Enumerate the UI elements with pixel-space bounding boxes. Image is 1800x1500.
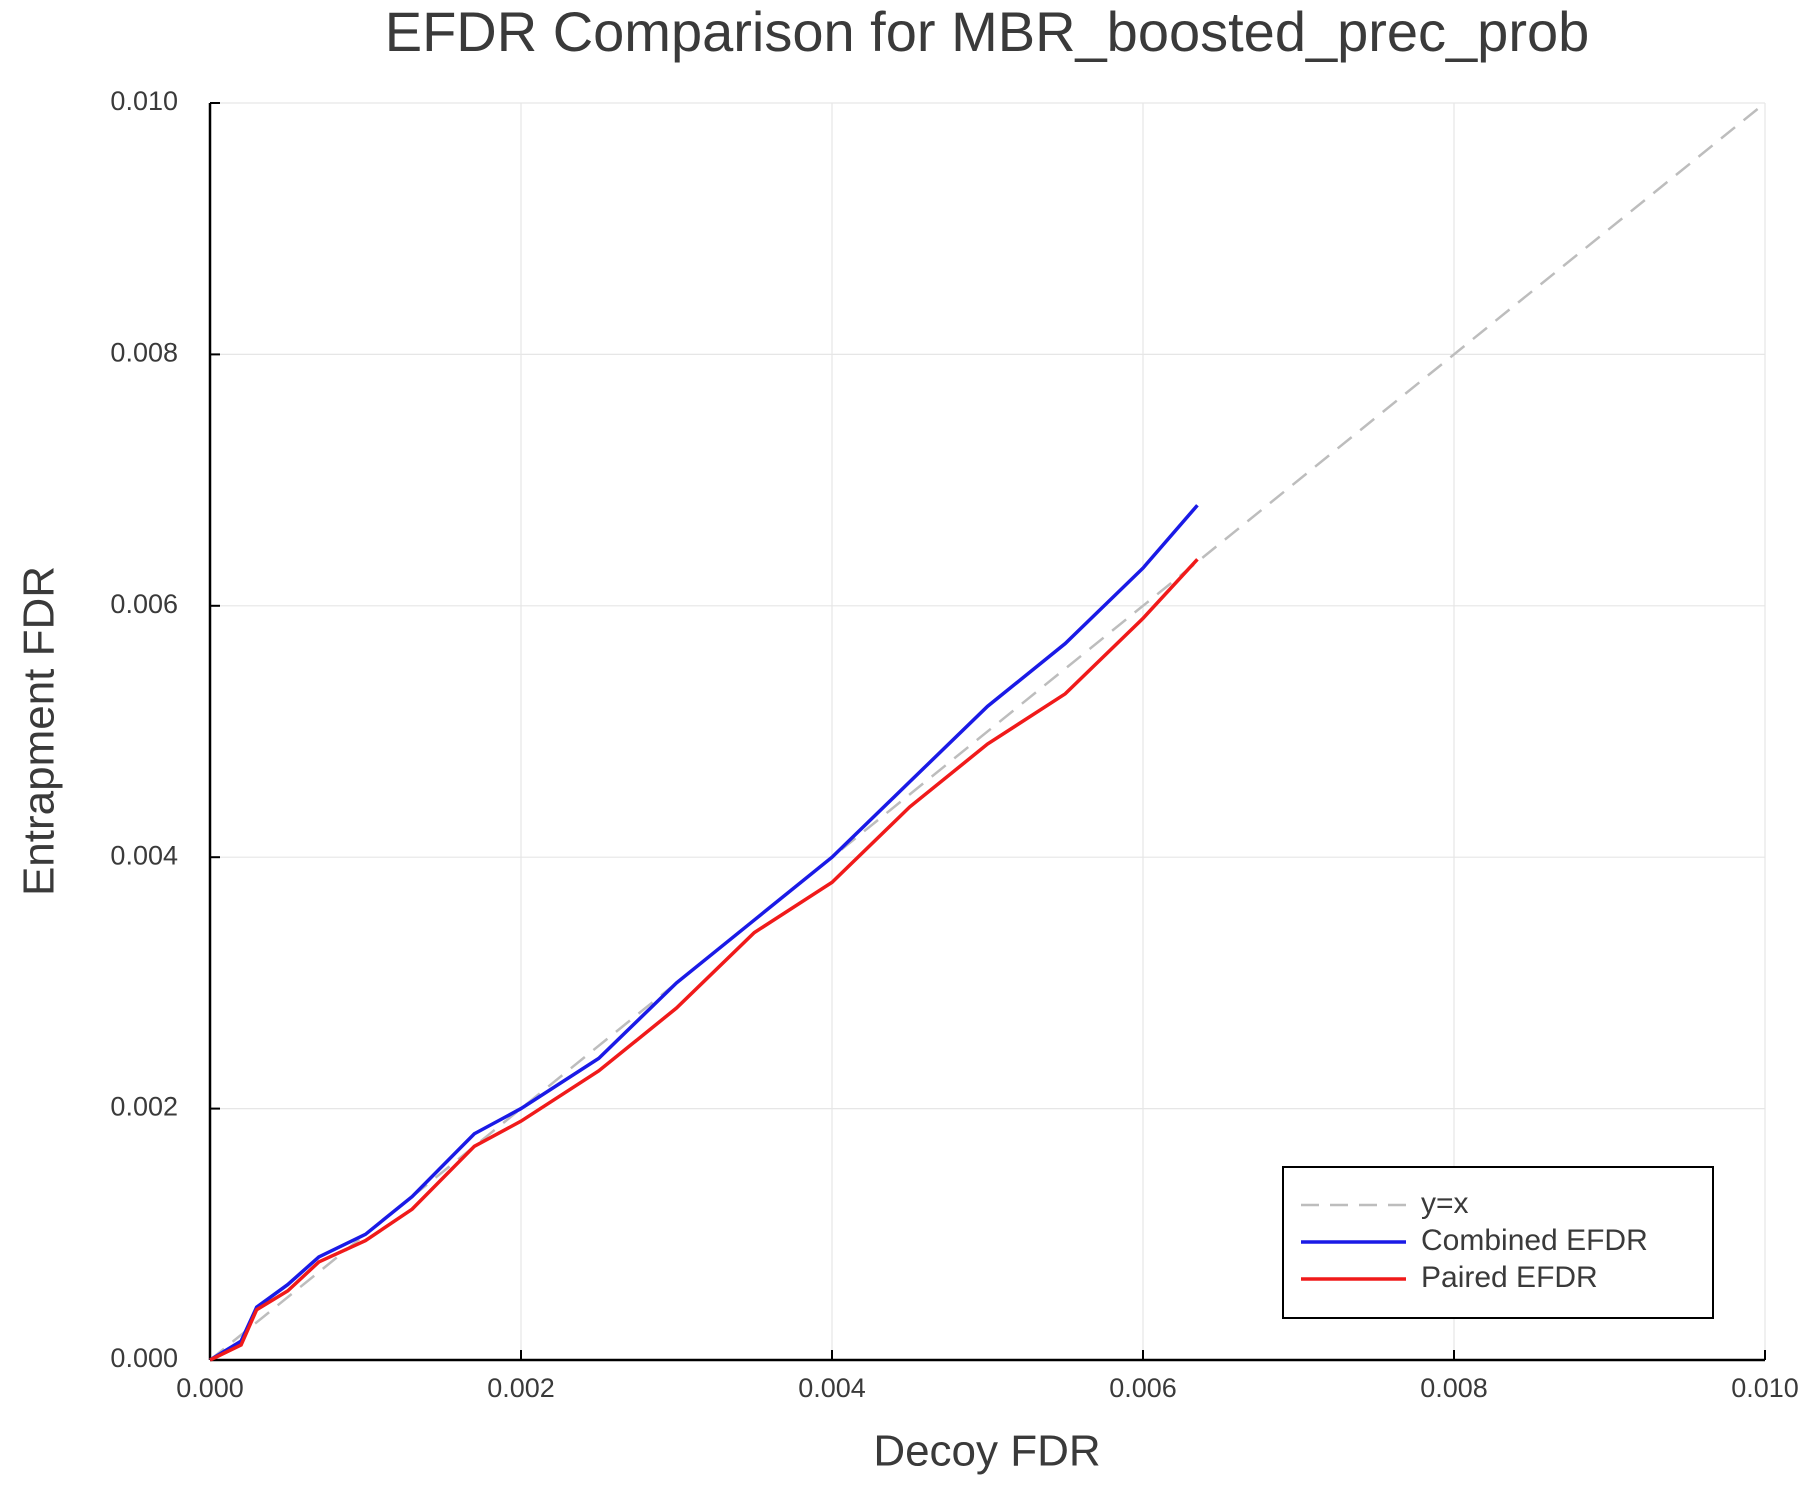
data-line xyxy=(209,558,1199,1362)
chart-title: EFDR Comparison for MBR_boosted_prec_pro… xyxy=(385,0,1590,63)
y-tick-label: 0.002 xyxy=(110,1092,178,1122)
x-tick-label: 0.002 xyxy=(487,1373,555,1403)
legend-label: Paired EFDR xyxy=(1421,1261,1598,1294)
y-tick-label: 0.006 xyxy=(110,589,178,619)
x-tick-label: 0.000 xyxy=(176,1373,244,1403)
y-tick-label: 0.010 xyxy=(110,86,178,116)
y-axis-label: Entrapment FDR xyxy=(15,566,64,896)
x-tick-label: 0.010 xyxy=(1731,1373,1799,1403)
y-tick-label: 0.004 xyxy=(110,840,178,870)
x-tick-label: 0.006 xyxy=(1109,1373,1177,1403)
legend-label: y=x xyxy=(1421,1187,1469,1220)
x-tick-label: 0.008 xyxy=(1420,1373,1488,1403)
x-tick-label: 0.004 xyxy=(798,1373,866,1403)
x-axis-label: Decoy FDR xyxy=(873,1427,1100,1476)
data-line xyxy=(209,504,1199,1362)
y-tick-label: 0.008 xyxy=(110,338,178,368)
legend-label: Combined EFDR xyxy=(1421,1224,1648,1257)
y-tick-label: 0.000 xyxy=(110,1343,178,1373)
